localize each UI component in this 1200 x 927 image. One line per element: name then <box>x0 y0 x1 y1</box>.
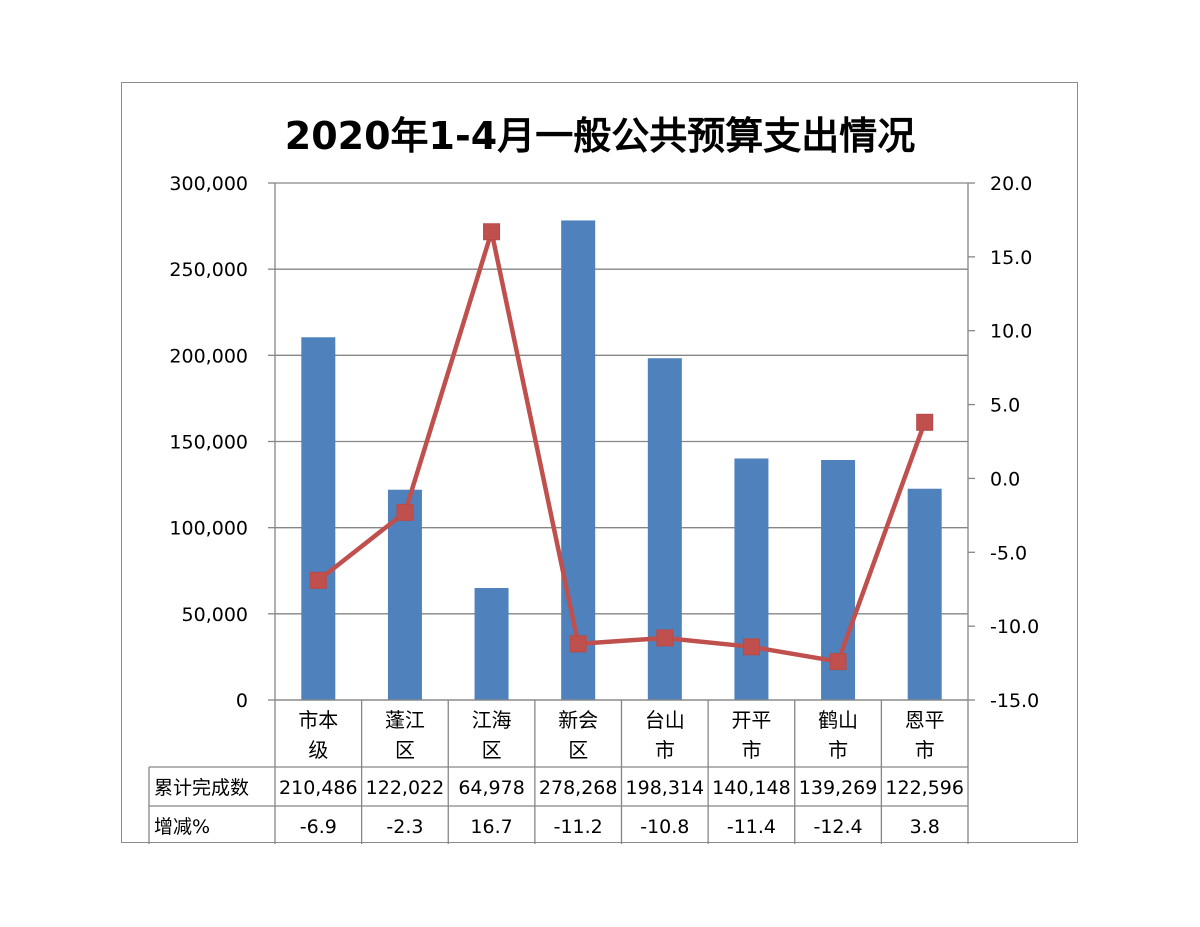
line-series <box>309 223 934 671</box>
left-axis-label: 200,000 <box>169 345 248 367</box>
axes: 300,000 250,000 200,000 150,000 100,000 50,00… <box>169 173 1039 844</box>
square-marker-icon <box>742 638 760 656</box>
table-cell: 16.7 <box>470 816 512 838</box>
square-marker-icon <box>656 629 674 647</box>
square-marker-icon <box>569 635 587 653</box>
table-cell: -12.4 <box>813 816 862 838</box>
bar <box>907 488 942 700</box>
category-label: 市 <box>828 738 848 762</box>
table-cell: 278,268 <box>539 777 618 799</box>
left-axis-label: 0 <box>236 690 248 712</box>
left-axis-label: 100,000 <box>169 518 248 540</box>
left-axis-label: 250,000 <box>169 259 248 281</box>
table-cell: 122,022 <box>366 777 445 799</box>
line-path <box>316 229 927 664</box>
left-axis-label: 150,000 <box>169 432 248 454</box>
category-label: 新会 <box>558 708 598 732</box>
bar-series <box>301 220 942 700</box>
category-label: 恩平 <box>905 708 945 732</box>
table-cell: -11.4 <box>727 816 776 838</box>
table-row-header: 增减% <box>154 816 210 838</box>
square-marker-icon <box>916 413 934 431</box>
category-label: 级 <box>308 738 328 762</box>
right-axis-label: 20.0 <box>990 173 1032 195</box>
bar <box>301 337 336 700</box>
right-axis-label: 5.0 <box>990 395 1020 417</box>
chart-title: 2020年1-4月一般公共预算支出情况 <box>284 114 916 158</box>
right-axis-label: 15.0 <box>990 247 1032 269</box>
table-cell: -6.9 <box>300 816 337 838</box>
table-cell: 210,486 <box>279 777 358 799</box>
table-cell: 198,314 <box>626 777 705 799</box>
bar <box>474 588 509 700</box>
category-label: 鹤山 <box>818 708 858 732</box>
category-label: 江海 <box>472 708 512 732</box>
bar <box>734 458 769 700</box>
right-axis-label: -15.0 <box>990 690 1039 712</box>
category-label: 市 <box>655 738 675 762</box>
table-cell: 3.8 <box>910 816 940 838</box>
category-label: 台山 <box>645 708 685 732</box>
bar <box>561 220 596 700</box>
gridlines <box>275 182 968 701</box>
right-axis-label: -10.0 <box>990 616 1039 638</box>
square-marker-icon <box>483 223 501 241</box>
table-cell: -10.8 <box>640 816 689 838</box>
chart-frame <box>121 82 1078 843</box>
table-cell: -2.3 <box>386 816 423 838</box>
bar <box>647 358 682 700</box>
table-cell: 122,596 <box>885 777 964 799</box>
category-label: 市 <box>915 738 935 762</box>
table-cell: 140,148 <box>712 777 791 799</box>
left-axis-label: 300,000 <box>169 173 248 195</box>
table-row-header: 累计完成数 <box>154 777 249 799</box>
square-marker-icon <box>309 571 327 589</box>
left-axis-label: 50,000 <box>182 604 248 626</box>
right-axis-label: -5.0 <box>990 542 1027 564</box>
category-label: 蓬江 <box>385 708 425 732</box>
category-label: 区 <box>395 738 415 762</box>
category-label: 市 <box>741 738 761 762</box>
table-cell: 64,978 <box>458 777 524 799</box>
table-cell: -11.2 <box>554 816 603 838</box>
table-cell: 139,269 <box>799 777 878 799</box>
bar <box>387 489 422 700</box>
category-label: 区 <box>482 738 502 762</box>
square-marker-icon <box>396 503 414 521</box>
right-axis-label: 10.0 <box>990 321 1032 343</box>
category-label: 市本 <box>298 708 338 732</box>
square-marker-icon <box>829 653 847 671</box>
category-label: 区 <box>568 738 588 762</box>
category-label: 开平 <box>731 708 771 732</box>
right-axis-label: 0.0 <box>990 468 1020 490</box>
